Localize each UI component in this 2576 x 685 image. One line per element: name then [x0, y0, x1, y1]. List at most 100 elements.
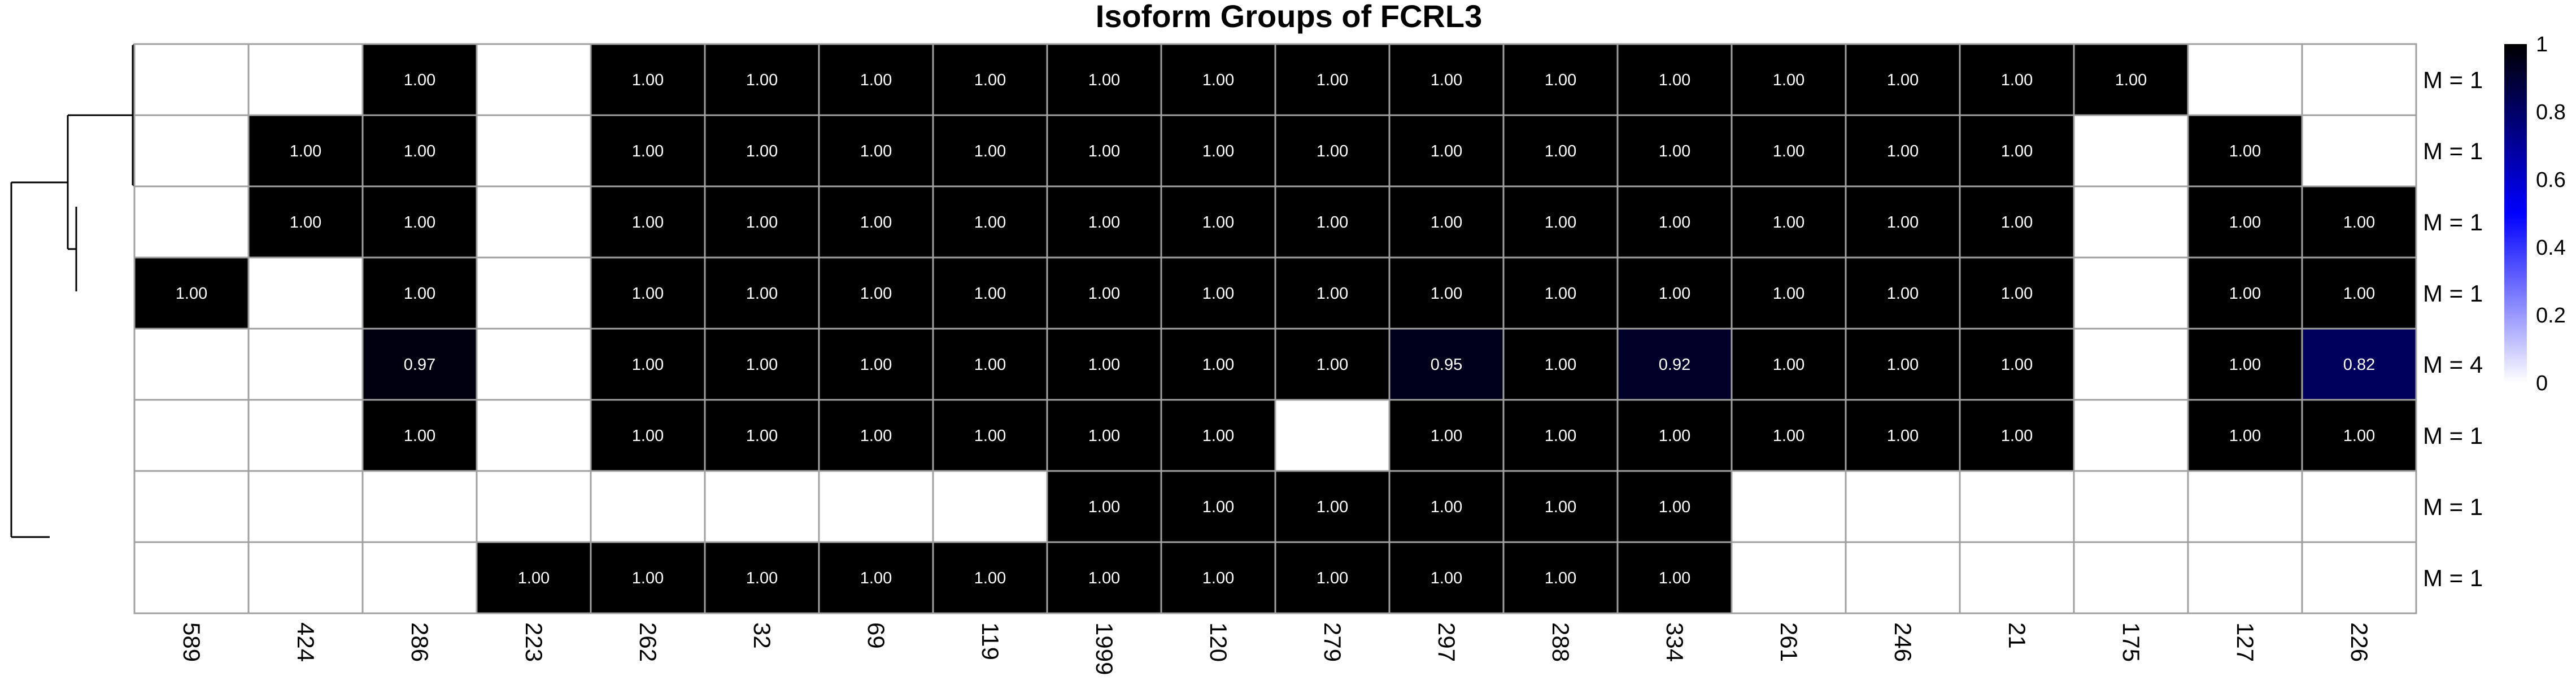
cell-value-label: 1.00: [1317, 498, 1348, 516]
cell-value-label: 1.00: [1545, 71, 1576, 89]
heatmap-cell: [2073, 256, 2189, 330]
cell-value-label: 1.00: [1773, 142, 1804, 160]
row-labels: M = 1 M = 1 M = 1 M = 1 M = 4 M = 1 M = 1 M = 1: [2423, 67, 2483, 591]
cell-value-label: 1.00: [1545, 285, 1576, 303]
cell-value-label: 1.00: [974, 285, 1006, 303]
cell-value-label: 1.00: [2115, 71, 2147, 89]
cell-value-label: 1.00: [1659, 285, 1690, 303]
cell-value-label: 1.00: [632, 356, 664, 374]
cell-value-label: 1.00: [2229, 427, 2261, 445]
heatmap-cell: [932, 470, 1048, 543]
cell-value-label: 1.00: [1088, 71, 1120, 89]
cell-value-label: 1.00: [860, 213, 892, 232]
cell-value-label: 1.00: [1317, 569, 1348, 587]
heatmap-cell: [818, 470, 934, 543]
cell-value-label: 1.00: [1088, 213, 1120, 232]
cell-value-label: 1.00: [1088, 356, 1120, 374]
cell-value-label: 1.00: [1545, 498, 1576, 516]
heatmap-cell: [1616, 470, 1733, 543]
heatmap-cell: [1731, 541, 1847, 614]
heatmap-cell: [1731, 256, 1847, 330]
heatmap-cell: [2073, 328, 2189, 401]
legend-colorbar: [2504, 44, 2527, 383]
cell-value-label: 1.00: [632, 285, 664, 303]
heatmap-cell: [2073, 541, 2189, 614]
cell-value-label: 1.00: [1202, 285, 1234, 303]
heatmap-cell: [133, 114, 250, 187]
heatmap-cell: [1046, 470, 1162, 543]
cell-value-label: 1.00: [632, 569, 664, 587]
heatmap-cell: [2187, 43, 2303, 116]
cell-value-label: 1.00: [1887, 356, 1919, 374]
cell-value-label: 1.00: [2343, 213, 2375, 232]
cell-value-label: 1.00: [176, 285, 207, 303]
heatmap-cell: [1160, 399, 1276, 472]
heatmap-cell: [361, 256, 478, 330]
cell-value-label: 1.00: [2001, 285, 2033, 303]
legend-tick-label: 0.4: [2536, 236, 2566, 260]
row-label: M = 1: [2423, 138, 2483, 164]
cell-value-label: 1.00: [1545, 142, 1576, 160]
heatmap-cell: [1959, 541, 2075, 614]
heatmap-cell: [2301, 541, 2417, 614]
cell-value-label: 1.00: [1088, 569, 1120, 587]
column-label: 246: [1890, 622, 1916, 662]
heatmap-cell: [2073, 114, 2189, 187]
cell-value-label: 1.00: [974, 427, 1006, 445]
cell-value-label: 1.00: [1202, 142, 1234, 160]
heatmap-cell: [1388, 256, 1505, 330]
heatmap-cell: [818, 541, 934, 614]
heatmap-cell: [1845, 541, 1961, 614]
heatmap-cell: [1274, 399, 1391, 472]
cell-value-label: 1.00: [1202, 427, 1234, 445]
heatmap-cell: [704, 43, 820, 116]
heatmap-cell: [133, 328, 250, 401]
heatmap-cell: [1845, 399, 1961, 472]
heatmap-cell: [476, 399, 592, 472]
cell-value-label: 1.00: [1659, 71, 1690, 89]
cell-value-label: 1.00: [1887, 142, 1919, 160]
heatmap-cell: [818, 185, 934, 259]
heatmap-cell: [2301, 470, 2417, 543]
heatmap-cell: [932, 43, 1048, 116]
heatmap-cell: [818, 328, 934, 401]
cell-value-label: 1.00: [860, 356, 892, 374]
heatmap-cell: [1502, 185, 1619, 259]
heatmap-cell: [932, 399, 1048, 472]
column-label: 424: [293, 622, 319, 662]
cell-value-label: 1.00: [1773, 427, 1804, 445]
cell-value-label: 1.00: [1431, 71, 1462, 89]
cell-value-label: 1.00: [290, 142, 321, 160]
heatmap-cell: [247, 328, 364, 401]
heatmap-cell: [1046, 114, 1162, 187]
cell-value-label: 1.00: [1545, 427, 1576, 445]
cell-value-label: 1.00: [404, 142, 435, 160]
heatmap-cell: [133, 43, 250, 116]
heatmap-cell: [133, 470, 250, 543]
cell-value-label: 1.00: [632, 427, 664, 445]
cell-value-label: 1.00: [1317, 213, 1348, 232]
heatmap-cell: [2073, 185, 2189, 259]
column-label: 297: [1433, 622, 1460, 662]
cell-value-label: 1.00: [2001, 213, 2033, 232]
cell-value-label: 1.00: [404, 427, 435, 445]
heatmap-cell: [2073, 43, 2189, 116]
heatmap-cell: [1616, 328, 1733, 401]
cell-value-label: 1.00: [1202, 498, 1234, 516]
column-label: 226: [2346, 622, 2373, 662]
heatmap-cell: [818, 114, 934, 187]
cell-value-label: 1.00: [1887, 427, 1919, 445]
cell-value-label: 1.00: [1202, 71, 1234, 89]
heatmap-cell: [2301, 43, 2417, 116]
heatmap-cell: [1274, 114, 1391, 187]
cell-value-label: 1.00: [746, 213, 778, 232]
heatmap-cell: [247, 114, 364, 187]
row-label: M = 1: [2423, 494, 2483, 520]
heatmap-cell: [2073, 470, 2189, 543]
heatmap-cell: [1046, 541, 1162, 614]
heatmap-cell: [1388, 470, 1505, 543]
column-labels: 589 424 286 223 262 32 69 119 1999 120 279 297 288 33…: [178, 622, 2373, 675]
cell-value-label: 1.00: [518, 569, 550, 587]
cell-value-label: 1.00: [290, 213, 321, 232]
heatmap-cell: [2187, 470, 2303, 543]
